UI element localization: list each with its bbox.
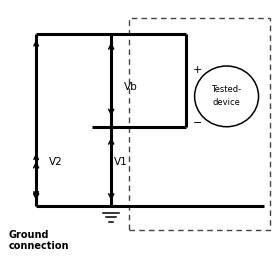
Text: V2: V2 [49, 157, 63, 167]
Text: Tested-: Tested- [212, 85, 242, 94]
Bar [129, 18, 270, 230]
Text: +: + [193, 65, 203, 75]
Text: Vb: Vb [124, 82, 137, 92]
Text: Ground
connection: Ground connection [8, 230, 69, 251]
Text: device: device [213, 98, 240, 107]
Text: V1: V1 [114, 157, 128, 167]
Text: −: − [193, 118, 203, 128]
